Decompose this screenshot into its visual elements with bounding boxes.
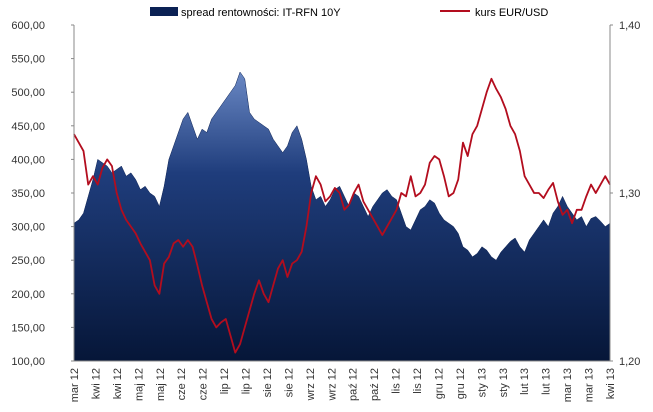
x-tick-label: sty 13 [498,368,510,397]
plot-area [73,25,611,362]
x-tick-label: lis 12 [391,368,403,394]
x-tick-label: sty 13 [476,368,488,397]
x-tick-label: maj 12 [133,368,145,401]
x-tick-label: gru 12 [455,368,467,399]
right-tick-label: 1,30 [619,188,640,200]
legend-swatch-spread [150,7,178,16]
x-tick-label: mar 13 [584,368,596,402]
x-tick-label: kwi 12 [112,368,124,399]
x-axis: mar 12 kwi 12 kwi 12 maj 12 maj 12 cze 12 cze … [69,368,617,402]
x-tick-label: lip 12 [241,368,253,394]
x-tick-label: wrz 12 [326,368,338,401]
left-tick-label: 450,00 [11,121,45,133]
x-tick-label: lut 13 [519,368,531,395]
x-tick-label: sie 12 [262,368,274,397]
x-tick-label: maj 12 [155,368,167,401]
left-axis: 100,00 150,00 200,00 250,00 300,00 350,00 400,… [11,20,74,368]
left-tick-label: 150,00 [11,322,45,334]
x-tick-label: paź 12 [369,368,381,401]
legend-label-eurusd: kurs EUR/USD [475,7,548,19]
x-tick-label: gru 12 [433,368,445,399]
spread-area [73,71,611,362]
x-tick-label: mar 12 [69,368,81,402]
eurusd-line [73,77,611,354]
x-tick-label: wrz 12 [305,368,317,401]
left-tick-label: 300,00 [11,222,45,234]
left-tick-label: 600,00 [11,20,45,32]
x-tick-label: lis 12 [412,368,424,394]
right-axis: 1,20 1,30 1,40 [610,20,640,368]
x-tick-label: mar 13 [562,368,574,402]
x-tick-label: sie 12 [283,368,295,397]
x-tick-label: paź 12 [348,368,360,401]
right-tick-label: 1,20 [619,356,640,368]
x-tick-label: kwi 12 [90,368,102,399]
left-tick-label: 100,00 [11,356,45,368]
left-tick-label: 550,00 [11,54,45,66]
left-tick-label: 250,00 [11,255,45,267]
x-tick-label: cze 12 [176,368,188,400]
x-tick-label: cze 12 [198,368,210,400]
left-tick-label: 350,00 [11,188,45,200]
x-tick-label: kwi 13 [605,368,617,399]
left-tick-label: 400,00 [11,154,45,166]
left-tick-label: 500,00 [11,87,45,99]
x-tick-label: lip 12 [219,368,231,394]
legend-label-spread: spread rentowności: IT-RFN 10Y [181,7,341,19]
left-tick-label: 200,00 [11,289,45,301]
right-tick-label: 1,40 [619,20,640,32]
legend: spread rentowności: IT-RFN 10Y kurs EUR/… [150,7,548,19]
x-tick-label: lut 13 [541,368,553,395]
